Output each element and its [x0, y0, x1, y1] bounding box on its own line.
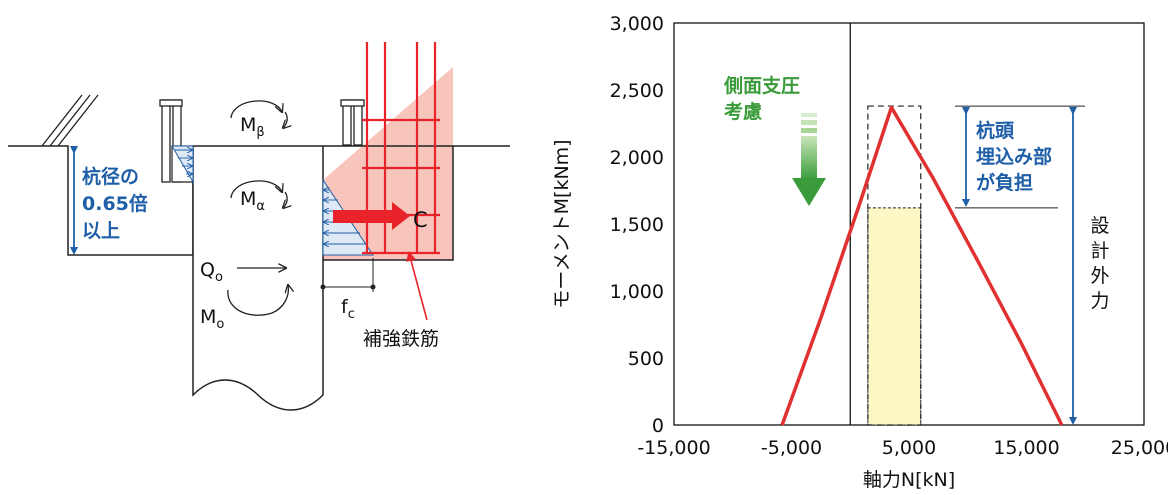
pile-diagram: C Mβ Mα Qo Mo fc	[8, 42, 510, 411]
svg-text:側面支圧: 側面支圧	[723, 75, 800, 97]
svg-text:以上: 以上	[82, 220, 120, 242]
fc-dimension: fc	[320, 258, 376, 322]
force-c-arrow	[333, 202, 410, 230]
ground-hatch	[41, 94, 99, 147]
svg-text:Mo: Mo	[200, 306, 224, 332]
x-tick-labels: -15,000 -5,000 5,000 15,000 25,000	[637, 437, 1168, 459]
svg-text:力: 力	[1090, 290, 1109, 312]
y-tick-label: 500	[628, 348, 664, 370]
svg-text:杭頭: 杭頭	[976, 119, 1015, 142]
force-c-label: C	[413, 208, 428, 232]
y-tick-label: 3,000	[610, 13, 664, 35]
pile	[192, 145, 324, 411]
y-tick-labels: 0 500 1,000 1,500 2,000 2,500 3,000	[610, 13, 664, 437]
svg-text:外: 外	[1090, 265, 1109, 287]
moment-beta: Mβ	[230, 100, 287, 140]
y-axis-label: モーメントM[kNm]	[551, 139, 573, 308]
svg-text:考慮: 考慮	[724, 101, 762, 123]
svg-text:fc: fc	[341, 296, 355, 322]
left-pressure	[171, 145, 194, 184]
interaction-curve	[780, 105, 1064, 426]
rebar-callout: 補強鉄筋	[363, 251, 439, 350]
svg-text:0.65倍: 0.65倍	[82, 192, 148, 215]
side-pressure-annotation: 側面支圧 考慮	[723, 75, 826, 206]
svg-text:計: 計	[1090, 240, 1109, 262]
y-tick-label: 0	[652, 415, 664, 437]
svg-text:Mβ: Mβ	[240, 114, 265, 140]
y-tick-label: 1,000	[610, 281, 664, 303]
embed-depth-dimension: 杭径の 0.65倍 以上	[70, 146, 148, 255]
svg-text:が負担: が負担	[976, 171, 1033, 194]
y-tick-label: 2,500	[610, 80, 664, 102]
chart: 0 500 1,000 1,500 2,000 2,500 3,000 -15,000 -5,…	[551, 13, 1168, 491]
y-tick-label: 1,500	[610, 214, 664, 236]
x-tick-label: 25,000	[1111, 437, 1168, 459]
dashed-box	[867, 105, 922, 426]
x-tick-label: -5,000	[761, 437, 822, 459]
svg-text:補強鉄筋: 補強鉄筋	[363, 328, 439, 350]
svg-text:埋込み部: 埋込み部	[976, 145, 1052, 168]
x-axis-label: 軸力N[kN]	[863, 469, 955, 491]
x-tick-label: -15,000	[637, 437, 710, 459]
design-force-box	[867, 207, 922, 426]
y-tick-label: 2,000	[610, 147, 664, 169]
pile-head-annotation: 杭頭 埋込み部 が負担	[955, 105, 1085, 209]
svg-text:設: 設	[1090, 215, 1109, 237]
svg-text:Mα: Mα	[240, 188, 265, 214]
design-force-annotation: 設 計 外 力	[1069, 107, 1110, 425]
shear-qo: Qo	[200, 259, 286, 285]
moment-o: Mo	[200, 285, 288, 332]
moment-alpha: Mα	[230, 180, 287, 214]
x-tick-label: 5,000	[882, 437, 936, 459]
x-tick-label: 15,000	[993, 437, 1059, 459]
svg-text:杭径の: 杭径の	[82, 165, 139, 188]
svg-text:Qo: Qo	[200, 259, 223, 285]
